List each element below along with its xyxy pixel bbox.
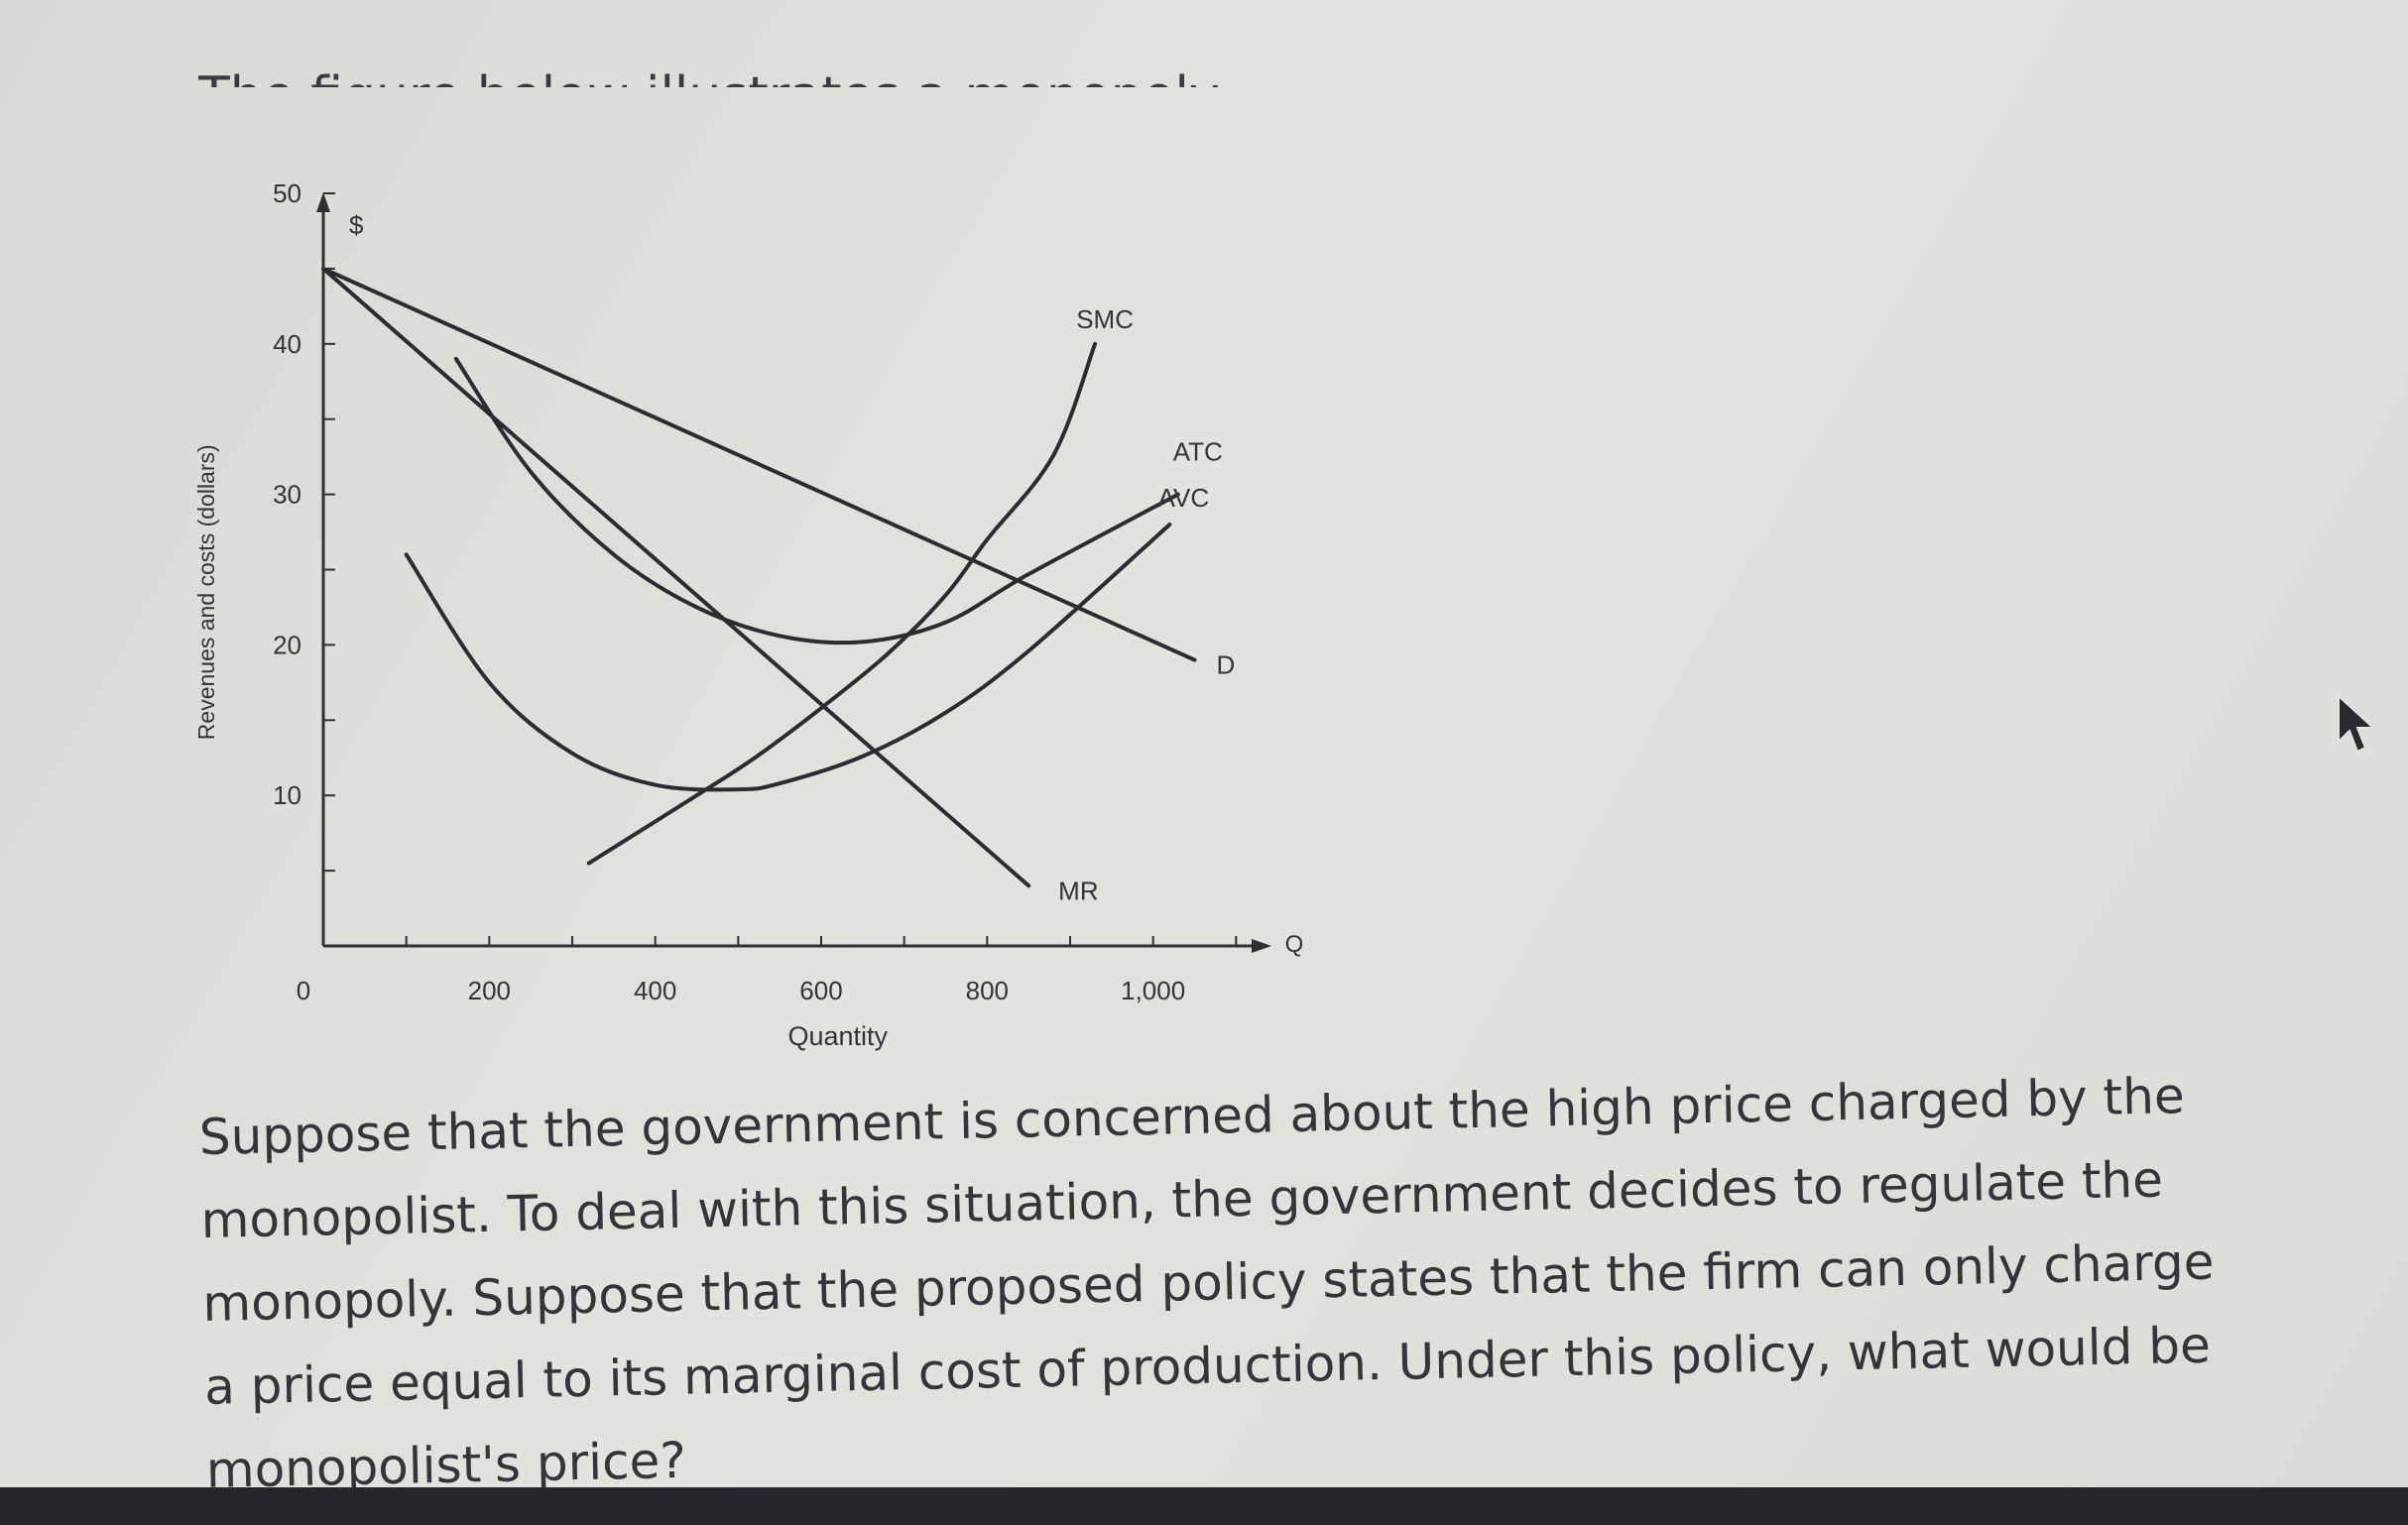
origin-label: 0 [297, 976, 310, 1005]
curve-mr [321, 266, 1031, 888]
chart-labels: 10 20 30 40 50 200 400 600 800 1,000 0 Quantity Q $ Re… [193, 178, 1303, 1051]
x-tick-label: 600 [799, 976, 842, 1005]
intro-text: The figure below illustrates a monopoly. [198, 22, 1229, 87]
mouse-pointer-icon [2338, 694, 2376, 754]
curve-d [321, 266, 1197, 662]
curve-atc [453, 356, 1180, 645]
chart-canvas: 10 20 30 40 50 200 400 600 800 1,000 0 Quantity Q $ Re… [193, 178, 1303, 1051]
x-tick-label: 400 [634, 976, 676, 1005]
y-tick-label: 20 [273, 630, 301, 659]
x-axis-arrow [1252, 939, 1271, 953]
y-tick-label: 40 [273, 329, 301, 359]
curves [321, 266, 1197, 888]
x-axis-letter: Q [1285, 931, 1304, 958]
x-tick-label: 800 [966, 976, 1009, 1005]
series-label-avc: AVC [1158, 483, 1210, 513]
y-unit-label: $ [349, 210, 364, 240]
question-text: Suppose that the government is concerned… [198, 1067, 2215, 1499]
x-tick-label: 1,000 [1121, 976, 1185, 1005]
series-label-mr: MR [1058, 876, 1098, 905]
axes [316, 192, 1271, 953]
series-label-atc: ATC [1173, 437, 1223, 467]
x-axis-title: Quantity [787, 1021, 888, 1051]
series-label-d: D [1217, 650, 1236, 680]
y-tick-label: 10 [273, 780, 301, 810]
taskbar [0, 1487, 2408, 1525]
curve-avc [404, 522, 1172, 792]
series-label-smc: SMC [1076, 304, 1134, 334]
tick-marks [323, 192, 1238, 946]
y-axis-arrow [316, 192, 330, 212]
y-tick-label: 50 [273, 178, 301, 208]
y-axis-title: Revenues and costs (dollars) [193, 444, 219, 740]
x-tick-label: 200 [468, 976, 511, 1005]
y-tick-label: 30 [273, 480, 301, 510]
monopoly-chart: 10 20 30 40 50 200 400 600 800 1,000 0 Quantity Q $ Re… [179, 139, 1349, 1061]
